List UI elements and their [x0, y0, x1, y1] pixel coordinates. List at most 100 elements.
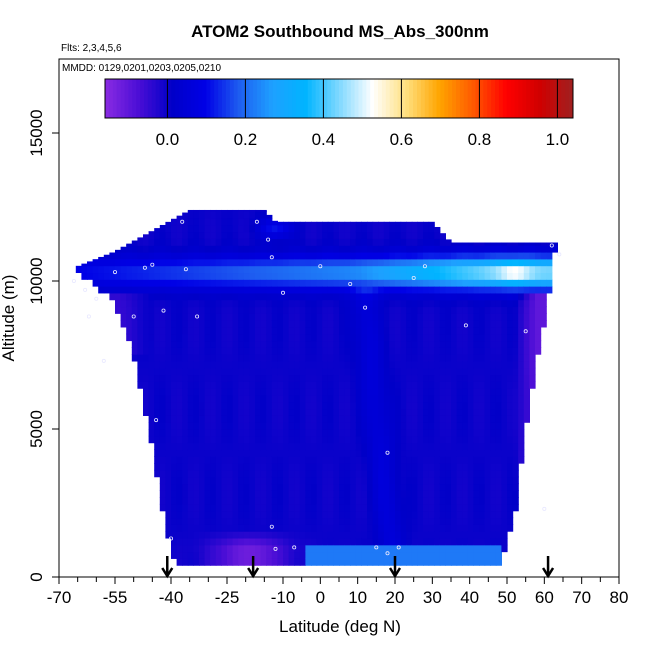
x-axis-label: Latitude (deg N)	[279, 617, 401, 636]
heatmap-cell-2889	[451, 408, 458, 416]
heatmap-cell-193	[154, 292, 161, 301]
heatmap-cell-334	[171, 272, 178, 280]
heatmap-cell-2760	[434, 286, 441, 294]
heatmap-cell-2887	[451, 422, 458, 430]
heatmap-cell-214	[159, 435, 166, 444]
heatmap-cell-1397	[288, 537, 295, 546]
colorbar-segment-102	[502, 79, 508, 118]
heatmap-cell-2598	[417, 347, 424, 355]
heatmap-cell-3083	[473, 394, 480, 403]
heatmap-cell-1316	[277, 394, 284, 403]
heatmap-cell-3261	[495, 490, 502, 498]
heatmap-cell-2108	[367, 558, 374, 566]
heatmap-cell-2802	[439, 340, 446, 348]
heatmap-cell-535	[193, 320, 200, 328]
heatmap-cell-2841	[445, 408, 452, 416]
heatmap-cell-1330	[277, 299, 284, 308]
heatmap-cell-2917	[456, 544, 463, 553]
heatmap-cell-1269	[271, 367, 278, 376]
heatmap-cell-3013	[467, 544, 474, 553]
heatmap-cell-2387	[395, 394, 402, 403]
heatmap-cell-2350	[389, 299, 396, 308]
heatmap-cell-760	[215, 231, 222, 239]
heatmap-cell-2183	[372, 394, 379, 403]
heatmap-cell-1106	[255, 401, 262, 410]
heatmap-cell-1303	[277, 483, 284, 491]
heatmap-cell-548	[193, 231, 200, 239]
heatmap-cell-298	[171, 517, 178, 525]
heatmap-cell-1758	[327, 510, 334, 519]
heatmap-cell-2339	[389, 374, 396, 382]
heatmap-cell-2190	[372, 347, 379, 355]
heatmap-cell-400	[182, 524, 189, 532]
heatmap-cell-2866	[445, 239, 452, 246]
heatmap-cell-3390	[512, 490, 519, 498]
heatmap-cell-1495	[294, 221, 301, 226]
colorbar-segment-75	[397, 79, 402, 118]
heatmap-cell-2522	[411, 517, 418, 525]
heatmap-cell-2528	[411, 476, 418, 485]
heatmap-cell-429	[182, 326, 189, 335]
heatmap-cell-149	[148, 340, 155, 348]
heatmap-cell-3253	[495, 544, 502, 553]
heatmap-cell-897	[232, 381, 239, 389]
heatmap-cell-646	[204, 286, 211, 294]
heatmap-cell-1271	[271, 354, 278, 362]
heatmap-cell-1157	[260, 415, 267, 423]
heatmap-cell-1228	[266, 292, 273, 301]
heatmap-cell-1317	[277, 388, 284, 396]
heatmap-cell-1598	[311, 558, 318, 566]
heatmap-cell-2301	[383, 286, 390, 294]
heatmap-cell-1829	[333, 374, 340, 382]
heatmap-cell-2502	[406, 306, 413, 314]
heatmap-cell-1972	[350, 442, 357, 451]
heatmap-cell-2911	[451, 258, 458, 267]
heatmap-cell-354	[176, 483, 183, 491]
heatmap-cell-2476	[406, 483, 413, 491]
heatmap-cell-1485	[294, 286, 301, 294]
heatmap-cell-1197	[266, 503, 273, 512]
heatmap-cell-1098	[255, 456, 262, 464]
heatmap-cell-1721	[322, 415, 329, 423]
heatmap-cell-2160	[372, 551, 379, 559]
heatmap-cell-3179	[484, 394, 491, 403]
heatmap-cell-3512	[535, 333, 542, 342]
heatmap-cell-3471	[523, 347, 530, 355]
x-tick-label-6: 10	[348, 588, 367, 607]
colorbar-segment-43	[272, 79, 278, 118]
heatmap-cell-2455	[400, 279, 407, 287]
heatmap-cell-1171	[260, 320, 267, 328]
heatmap-cell-1794	[327, 265, 334, 274]
heatmap-cell-3203	[490, 558, 497, 566]
heatmap-cell-1974	[350, 429, 357, 437]
heatmap-cell-3225	[490, 408, 497, 416]
heatmap-cell-2784	[439, 463, 446, 471]
heatmap-cell-764	[215, 209, 222, 212]
heatmap-cell-2681	[428, 476, 435, 485]
heatmap-cell-2436	[400, 408, 407, 416]
heatmap-cell-3305	[501, 503, 508, 512]
heatmap-cell-1520	[299, 394, 306, 403]
heatmap-cell-72	[131, 320, 138, 328]
heatmap-cell-3445	[518, 340, 525, 348]
heatmap-cell-2494	[406, 360, 413, 369]
heatmap-cell-2489	[406, 394, 413, 403]
heatmap-cell-1468	[294, 401, 301, 410]
sample-point-24	[363, 305, 368, 310]
heatmap-cell-1358	[283, 456, 290, 464]
heatmap-cell-1039	[249, 497, 256, 505]
heatmap-cell-3484	[523, 258, 530, 267]
heatmap-cell-1976	[350, 415, 357, 423]
heatmap-cell-2706	[428, 306, 435, 314]
heatmap-cell-2679	[428, 490, 435, 498]
heatmap-cell-338	[171, 245, 178, 253]
heatmap-cell-1063	[249, 333, 256, 342]
sample-point-7	[142, 265, 147, 270]
heatmap-cell-1606	[311, 503, 318, 512]
heatmap-cell-679	[210, 422, 217, 430]
heatmap-cell-167	[154, 469, 161, 478]
heatmap-cell-3150	[479, 265, 486, 274]
heatmap-cell-3117	[479, 490, 486, 498]
heatmap-cell-875	[232, 531, 239, 539]
colorbar-segment-1	[108, 79, 114, 118]
